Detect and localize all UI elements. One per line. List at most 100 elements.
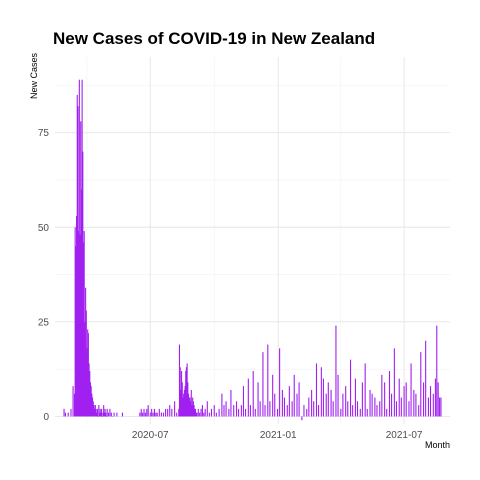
bar [301, 416, 303, 421]
bar [94, 408, 96, 417]
bar [142, 412, 144, 417]
bar [429, 386, 432, 417]
bar [75, 246, 77, 417]
bar-series [63, 79, 442, 421]
bar [79, 234, 81, 417]
bar [70, 408, 72, 417]
bar [162, 412, 165, 417]
bar [78, 231, 80, 417]
bar [436, 325, 438, 417]
bar [242, 386, 245, 417]
bar [98, 412, 101, 417]
bar [293, 374, 295, 417]
bar [87, 333, 89, 417]
bar [354, 378, 356, 417]
bar [78, 79, 80, 417]
bar [189, 397, 191, 417]
bar [88, 363, 90, 417]
bar [230, 389, 232, 417]
bar [101, 408, 103, 417]
bar [182, 397, 184, 417]
bar [337, 374, 339, 417]
bar [90, 386, 92, 417]
bar [308, 397, 310, 417]
bar [179, 367, 181, 417]
x-tick-label: 2020-07 [132, 430, 169, 441]
bar [80, 121, 82, 417]
y-tick-label: 0 [43, 412, 49, 423]
y-tick-label: 75 [38, 128, 50, 139]
bar [223, 405, 225, 417]
tick-labels: 0 25 50 75 2020-07 2021-01 2021-07 [38, 128, 423, 441]
bar [192, 401, 194, 417]
bar [178, 408, 180, 417]
bar [67, 412, 69, 417]
bar [152, 412, 154, 417]
bar [192, 397, 194, 417]
bar [89, 371, 91, 417]
bar [257, 382, 259, 417]
bar [221, 393, 223, 417]
bar [425, 340, 427, 417]
bar [403, 386, 405, 417]
bar [352, 405, 354, 417]
bar [408, 401, 410, 417]
bar [196, 412, 198, 417]
bar [281, 389, 283, 417]
bar [228, 408, 230, 417]
bar [296, 393, 298, 417]
bar [190, 389, 192, 417]
bar [322, 378, 324, 417]
bar [410, 363, 412, 417]
bar [413, 389, 415, 417]
bar [259, 401, 261, 417]
bar [180, 389, 182, 417]
bar [147, 405, 149, 417]
y-axis-title: New Cases [29, 52, 39, 99]
bar [140, 408, 142, 417]
bar [218, 408, 220, 417]
bar [379, 401, 381, 417]
bar [82, 151, 84, 417]
bar [206, 401, 208, 417]
bar [171, 408, 173, 417]
bar [191, 405, 193, 417]
bar [249, 405, 251, 417]
bar [185, 371, 187, 417]
bar [381, 374, 383, 417]
bar [103, 412, 105, 417]
bar [91, 393, 93, 417]
bar [158, 408, 160, 417]
bar [276, 408, 279, 417]
bar [313, 401, 315, 417]
bar [342, 393, 344, 417]
bar [283, 397, 286, 417]
bar [340, 408, 342, 417]
bar [398, 378, 400, 417]
bar [116, 412, 118, 417]
bar [437, 382, 439, 417]
bar [440, 397, 442, 417]
bar [332, 401, 334, 417]
bar [318, 405, 320, 417]
bar [235, 401, 238, 417]
bar [193, 405, 195, 417]
bar [85, 287, 87, 417]
bar [245, 408, 247, 417]
bar [395, 401, 397, 417]
bar [176, 412, 178, 417]
bar [108, 412, 110, 417]
x-axis-title: Month [425, 440, 450, 450]
bar [84, 321, 86, 417]
y-tick-label: 50 [38, 223, 50, 234]
bar [100, 412, 102, 417]
bar [121, 412, 124, 417]
bar [311, 389, 313, 417]
bar [93, 405, 95, 417]
bar [183, 393, 185, 417]
bar [347, 401, 349, 417]
bar [345, 386, 347, 417]
bar [330, 389, 332, 417]
bar [144, 412, 146, 417]
bar [238, 408, 240, 417]
